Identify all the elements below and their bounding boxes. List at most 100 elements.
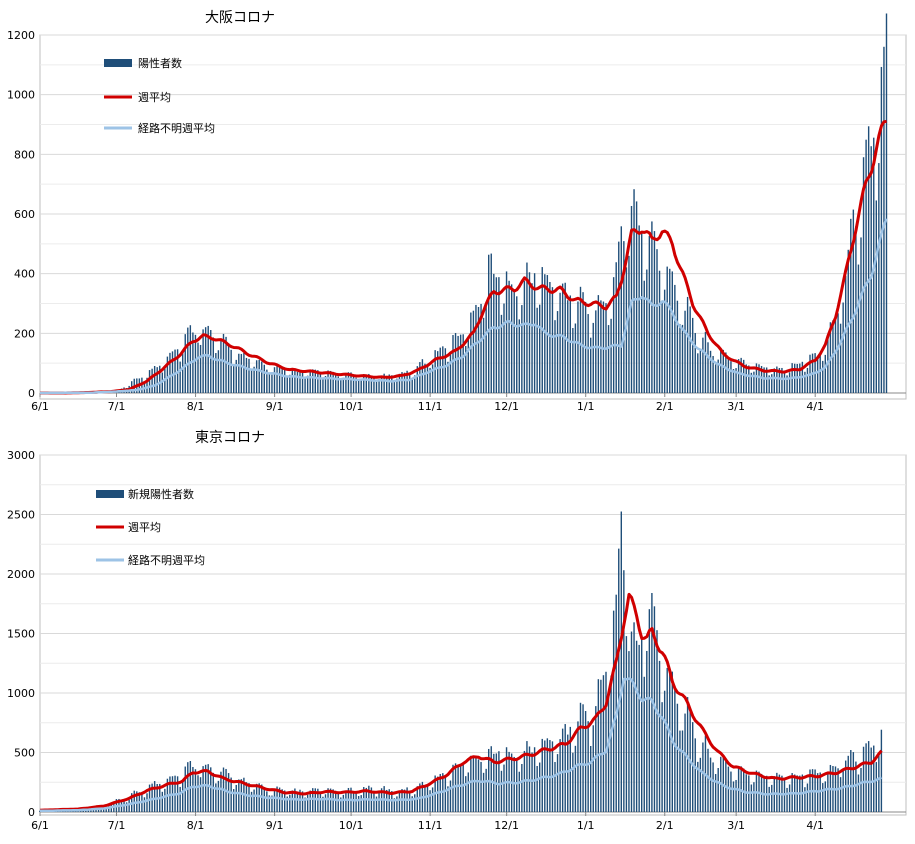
daily-bar [495, 277, 498, 393]
daily-bar [743, 359, 745, 393]
daily-bar [623, 241, 625, 393]
daily-bar [169, 352, 171, 393]
daily-bar [878, 163, 880, 393]
daily-bar [161, 791, 163, 812]
daily-bar [393, 380, 396, 393]
daily-bar [628, 255, 630, 393]
daily-bar [674, 284, 676, 393]
daily-bar [153, 366, 156, 393]
daily-bar [253, 789, 255, 812]
daily-bar [304, 378, 306, 393]
daily-bar [873, 745, 875, 812]
daily-bar [225, 336, 227, 393]
daily-bar [641, 233, 643, 393]
daily-bar [602, 675, 605, 812]
daily-bar [375, 381, 378, 393]
x-tick-label: 8/1 [187, 400, 205, 413]
daily-bar [536, 765, 538, 812]
daily-bar [740, 766, 742, 812]
x-tick-label: 1/1 [577, 819, 595, 832]
daily-bar [235, 359, 237, 393]
daily-bar [322, 796, 324, 812]
daily-bar [597, 679, 600, 812]
daily-bar [643, 280, 645, 393]
daily-bar [620, 226, 622, 393]
daily-bar [240, 779, 243, 812]
daily-bar [284, 790, 286, 812]
daily-bar [875, 762, 877, 812]
daily-bar [544, 274, 546, 393]
daily-bar [194, 334, 197, 393]
x-tick-label: 6/1 [31, 819, 49, 832]
daily-bar [233, 789, 235, 812]
daily-bar [309, 371, 311, 393]
daily-bar [398, 373, 401, 393]
daily-bar [753, 782, 755, 812]
daily-bar [319, 374, 322, 393]
legend-label-weekly-avg: 週平均 [138, 91, 171, 104]
y-axis-ticks: 0 500 1000 1500 2000 2500 3000 [7, 449, 35, 819]
daily-bar [253, 366, 255, 393]
daily-bar [720, 350, 722, 393]
daily-bar [663, 690, 666, 812]
daily-bar [454, 763, 457, 812]
daily-bar [233, 364, 235, 393]
daily-bar [827, 337, 829, 393]
daily-bar [584, 711, 587, 812]
daily-bar [850, 750, 852, 812]
daily-bar [444, 348, 447, 393]
daily-bar [842, 302, 844, 393]
daily-bar [730, 771, 732, 812]
weekly-average-line [40, 119, 887, 395]
daily-bar [258, 359, 260, 393]
daily-bar [602, 301, 605, 393]
daily-bar [490, 253, 492, 393]
daily-bar [518, 771, 520, 812]
daily-bar [788, 784, 791, 812]
daily-bar [414, 794, 416, 812]
daily-bar [692, 317, 694, 393]
osaka-chart: 大阪コロナ 0 200 400 600 800 1000 1200 6/1 7/1 8/1 9/1… [7, 10, 907, 413]
daily-bar [717, 768, 719, 812]
daily-bar [340, 379, 342, 393]
x-tick-label: 3/1 [727, 400, 745, 413]
daily-bar [773, 368, 775, 393]
daily-bar [597, 295, 600, 393]
daily-bar [556, 754, 559, 812]
daily-bar [822, 360, 824, 393]
daily-bar [618, 548, 620, 812]
line-series [40, 119, 888, 395]
daily-bar [437, 776, 439, 812]
daily-bar [352, 791, 355, 812]
daily-bar [539, 304, 541, 393]
daily-bar [301, 372, 304, 393]
daily-bar [684, 713, 686, 812]
daily-bar [684, 310, 686, 393]
daily-bar [870, 747, 872, 812]
daily-bar [215, 783, 217, 812]
daily-bar [337, 793, 339, 812]
daily-bar [360, 379, 362, 393]
daily-bar [444, 774, 447, 812]
daily-bar [148, 370, 151, 393]
daily-bar [240, 353, 243, 393]
daily-bar [179, 361, 181, 393]
daily-bar [852, 752, 855, 812]
daily-bar [556, 311, 559, 393]
daily-bar [263, 787, 265, 812]
daily-bar [258, 783, 260, 812]
legend: 陽性者数 週平均 経路不明週平均 [104, 56, 215, 135]
y-tick-label: 0 [28, 387, 35, 400]
daily-bar [467, 772, 469, 812]
daily-bar [202, 329, 204, 393]
daily-bar [590, 337, 592, 393]
daily-bar [133, 790, 135, 812]
daily-bar [648, 235, 651, 393]
daily-bar [686, 296, 689, 393]
unknown-route-average-line [39, 677, 882, 813]
daily-bar [245, 357, 248, 393]
daily-bar [166, 356, 169, 393]
daily-bar [306, 375, 309, 393]
daily-bar [470, 312, 472, 393]
daily-bar [324, 376, 327, 393]
